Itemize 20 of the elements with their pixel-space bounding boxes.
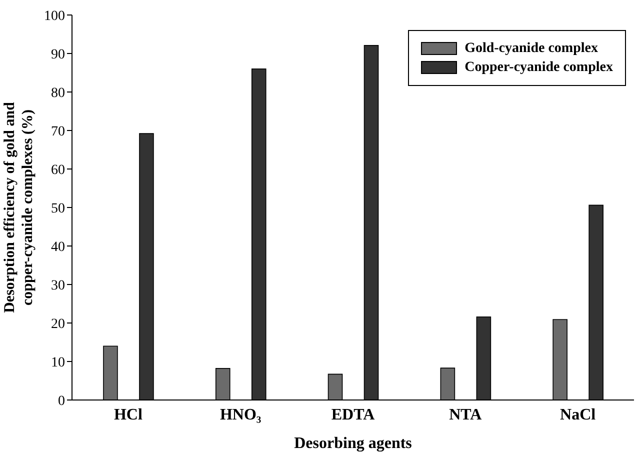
legend-label: Gold-cyanide complex (464, 40, 598, 58)
x-tick-label: EDTA (331, 406, 376, 424)
y-tick-label: 0 (58, 394, 65, 409)
y-tick-label: 60 (51, 162, 65, 178)
y-tick-label: 90 (51, 47, 65, 62)
x-tick-label: NaCl (560, 406, 596, 424)
x-tick-label: HCl (114, 406, 143, 424)
y-tick-label: 10 (51, 355, 65, 370)
y-tick-label: 40 (51, 240, 65, 255)
y-tick-label: 50 (51, 201, 65, 216)
legend-label: Copper-cyanide complex (464, 59, 613, 77)
y-axis-title: Desorption efficiency of gold and copper-cyanide complexes (%) (2, 101, 36, 313)
y-tick-label: 30 (51, 278, 65, 294)
x-tick-label: HNO₃ (220, 406, 262, 424)
y-tick-label: 20 (51, 316, 65, 332)
y-tick-label: 80 (51, 86, 65, 101)
y-tick-label: 70 (51, 124, 65, 140)
y-tick-label: 100 (44, 8, 65, 24)
x-tick-label: NTA (449, 406, 482, 424)
x-axis-title: Desorbing agents (294, 435, 412, 452)
